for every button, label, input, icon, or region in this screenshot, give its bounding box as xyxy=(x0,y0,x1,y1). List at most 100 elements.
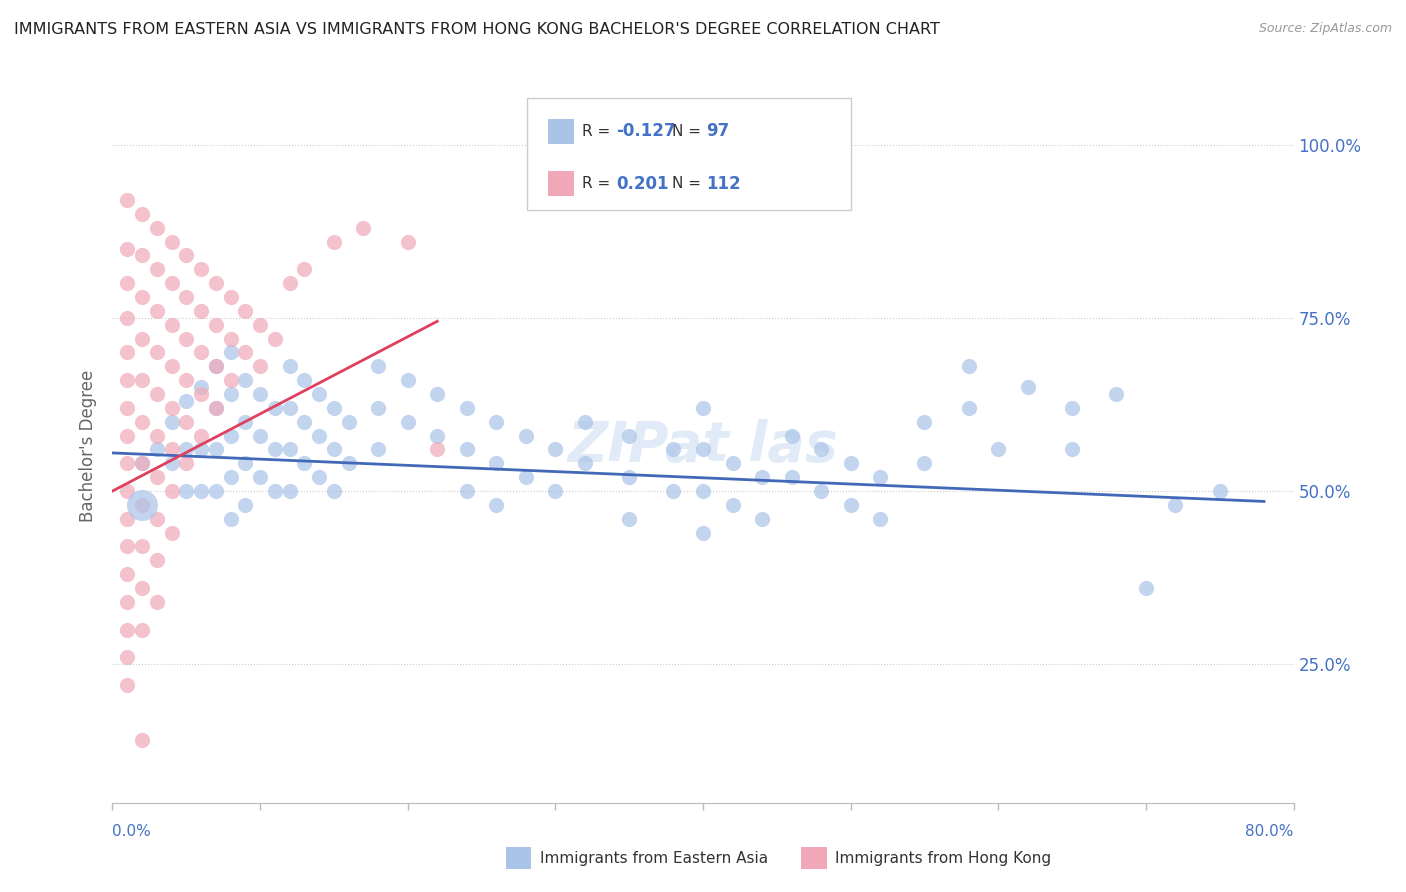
Point xyxy=(264,483,287,498)
Point xyxy=(515,428,537,442)
Point xyxy=(117,310,138,325)
Point xyxy=(160,415,183,429)
Point xyxy=(292,373,315,387)
Point xyxy=(174,442,197,457)
Point xyxy=(278,401,301,415)
Point xyxy=(146,220,169,235)
Point xyxy=(233,498,256,512)
Point xyxy=(131,456,153,470)
Point xyxy=(352,220,374,235)
Point xyxy=(323,401,346,415)
Point xyxy=(219,345,242,359)
Point xyxy=(117,428,138,442)
Point xyxy=(515,470,537,484)
Point xyxy=(131,332,153,346)
Point xyxy=(160,525,183,540)
Point xyxy=(146,345,169,359)
Point xyxy=(278,276,301,290)
Point xyxy=(751,512,773,526)
Text: N =: N = xyxy=(672,177,706,191)
Point xyxy=(323,483,346,498)
Point xyxy=(205,401,228,415)
Point xyxy=(544,483,567,498)
Point xyxy=(219,332,242,346)
Point xyxy=(117,678,138,692)
Point xyxy=(174,483,197,498)
Point xyxy=(160,456,183,470)
Point xyxy=(219,290,242,304)
Point xyxy=(869,470,891,484)
Point xyxy=(485,498,508,512)
Point xyxy=(426,428,449,442)
Text: 97: 97 xyxy=(706,122,730,140)
Point xyxy=(131,373,153,387)
Point xyxy=(219,428,242,442)
Point xyxy=(1135,581,1157,595)
Point xyxy=(278,483,301,498)
Point xyxy=(174,332,197,346)
Point xyxy=(544,442,567,457)
Point xyxy=(117,512,138,526)
Text: 0.201: 0.201 xyxy=(616,175,668,193)
Y-axis label: Bachelor's Degree: Bachelor's Degree xyxy=(79,370,97,522)
Point xyxy=(219,387,242,401)
Point xyxy=(278,359,301,374)
Point xyxy=(131,733,153,747)
Text: -0.127: -0.127 xyxy=(616,122,675,140)
Point xyxy=(146,512,169,526)
Point xyxy=(1017,380,1039,394)
Point xyxy=(367,401,389,415)
Point xyxy=(205,359,228,374)
Point xyxy=(396,415,419,429)
Point xyxy=(160,483,183,498)
Point xyxy=(146,553,169,567)
Point xyxy=(914,456,936,470)
Point xyxy=(485,415,508,429)
Text: Immigrants from Eastern Asia: Immigrants from Eastern Asia xyxy=(540,851,768,865)
Point xyxy=(117,650,138,665)
Point xyxy=(692,401,714,415)
Point xyxy=(190,428,212,442)
Point xyxy=(810,483,832,498)
Point xyxy=(131,248,153,262)
Point xyxy=(278,442,301,457)
Point xyxy=(146,470,169,484)
Point xyxy=(219,470,242,484)
Text: R =: R = xyxy=(582,177,616,191)
Point xyxy=(1164,498,1187,512)
Point xyxy=(117,567,138,582)
Point xyxy=(131,498,153,512)
Point xyxy=(117,193,138,207)
Text: Source: ZipAtlas.com: Source: ZipAtlas.com xyxy=(1258,22,1392,36)
Point xyxy=(869,512,891,526)
Point xyxy=(396,373,419,387)
Point xyxy=(692,442,714,457)
Point xyxy=(117,242,138,256)
Point xyxy=(131,207,153,221)
Point xyxy=(308,387,330,401)
Point xyxy=(308,470,330,484)
Point xyxy=(292,262,315,277)
Point xyxy=(367,359,389,374)
Point xyxy=(190,442,212,457)
Point xyxy=(174,415,197,429)
Point xyxy=(117,345,138,359)
Point xyxy=(574,415,596,429)
Point xyxy=(205,359,228,374)
Point xyxy=(146,428,169,442)
Point xyxy=(160,442,183,457)
Point xyxy=(249,318,271,332)
Point xyxy=(174,373,197,387)
Point xyxy=(117,401,138,415)
Text: R =: R = xyxy=(582,124,616,138)
Point xyxy=(117,595,138,609)
Point xyxy=(131,290,153,304)
Point xyxy=(174,290,197,304)
Point xyxy=(456,483,478,498)
Point xyxy=(780,428,803,442)
Point xyxy=(264,401,287,415)
Point xyxy=(160,235,183,249)
Point xyxy=(396,235,419,249)
Point xyxy=(810,442,832,457)
Point xyxy=(233,345,256,359)
